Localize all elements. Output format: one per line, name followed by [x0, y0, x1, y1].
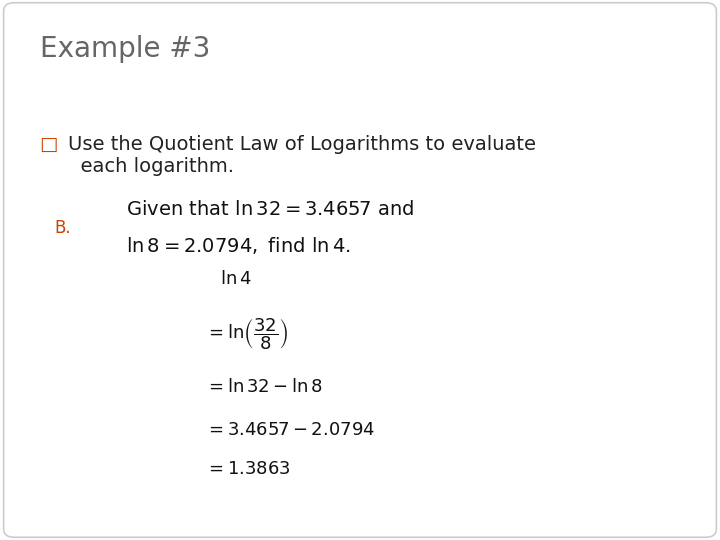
- Text: $\mathrm{Given\ that}\ \ln 32 = 3.4657\ \mathrm{and}$: $\mathrm{Given\ that}\ \ln 32 = 3.4657\ …: [126, 200, 415, 219]
- Text: $\ln 4$: $\ln 4$: [220, 270, 251, 288]
- Text: Use the Quotient Law of Logarithms to evaluate
  each logarithm.: Use the Quotient Law of Logarithms to ev…: [68, 135, 536, 176]
- Text: Example #3: Example #3: [40, 35, 210, 63]
- Text: $= 1.3863$: $= 1.3863$: [205, 460, 291, 478]
- Text: $\ln 8 = 2.0794,\ \mathrm{find}\ \ln 4.$: $\ln 8 = 2.0794,\ \mathrm{find}\ \ln 4.$: [126, 235, 351, 256]
- FancyBboxPatch shape: [4, 3, 716, 537]
- Text: $= \ln\!\left(\dfrac{32}{8}\right)$: $= \ln\!\left(\dfrac{32}{8}\right)$: [205, 316, 288, 352]
- Text: $= 3.4657 - 2.0794$: $= 3.4657 - 2.0794$: [205, 421, 375, 439]
- Text: □: □: [40, 135, 58, 154]
- Text: B.: B.: [54, 219, 71, 237]
- Text: $= \ln 32 - \ln 8$: $= \ln 32 - \ln 8$: [205, 378, 323, 396]
